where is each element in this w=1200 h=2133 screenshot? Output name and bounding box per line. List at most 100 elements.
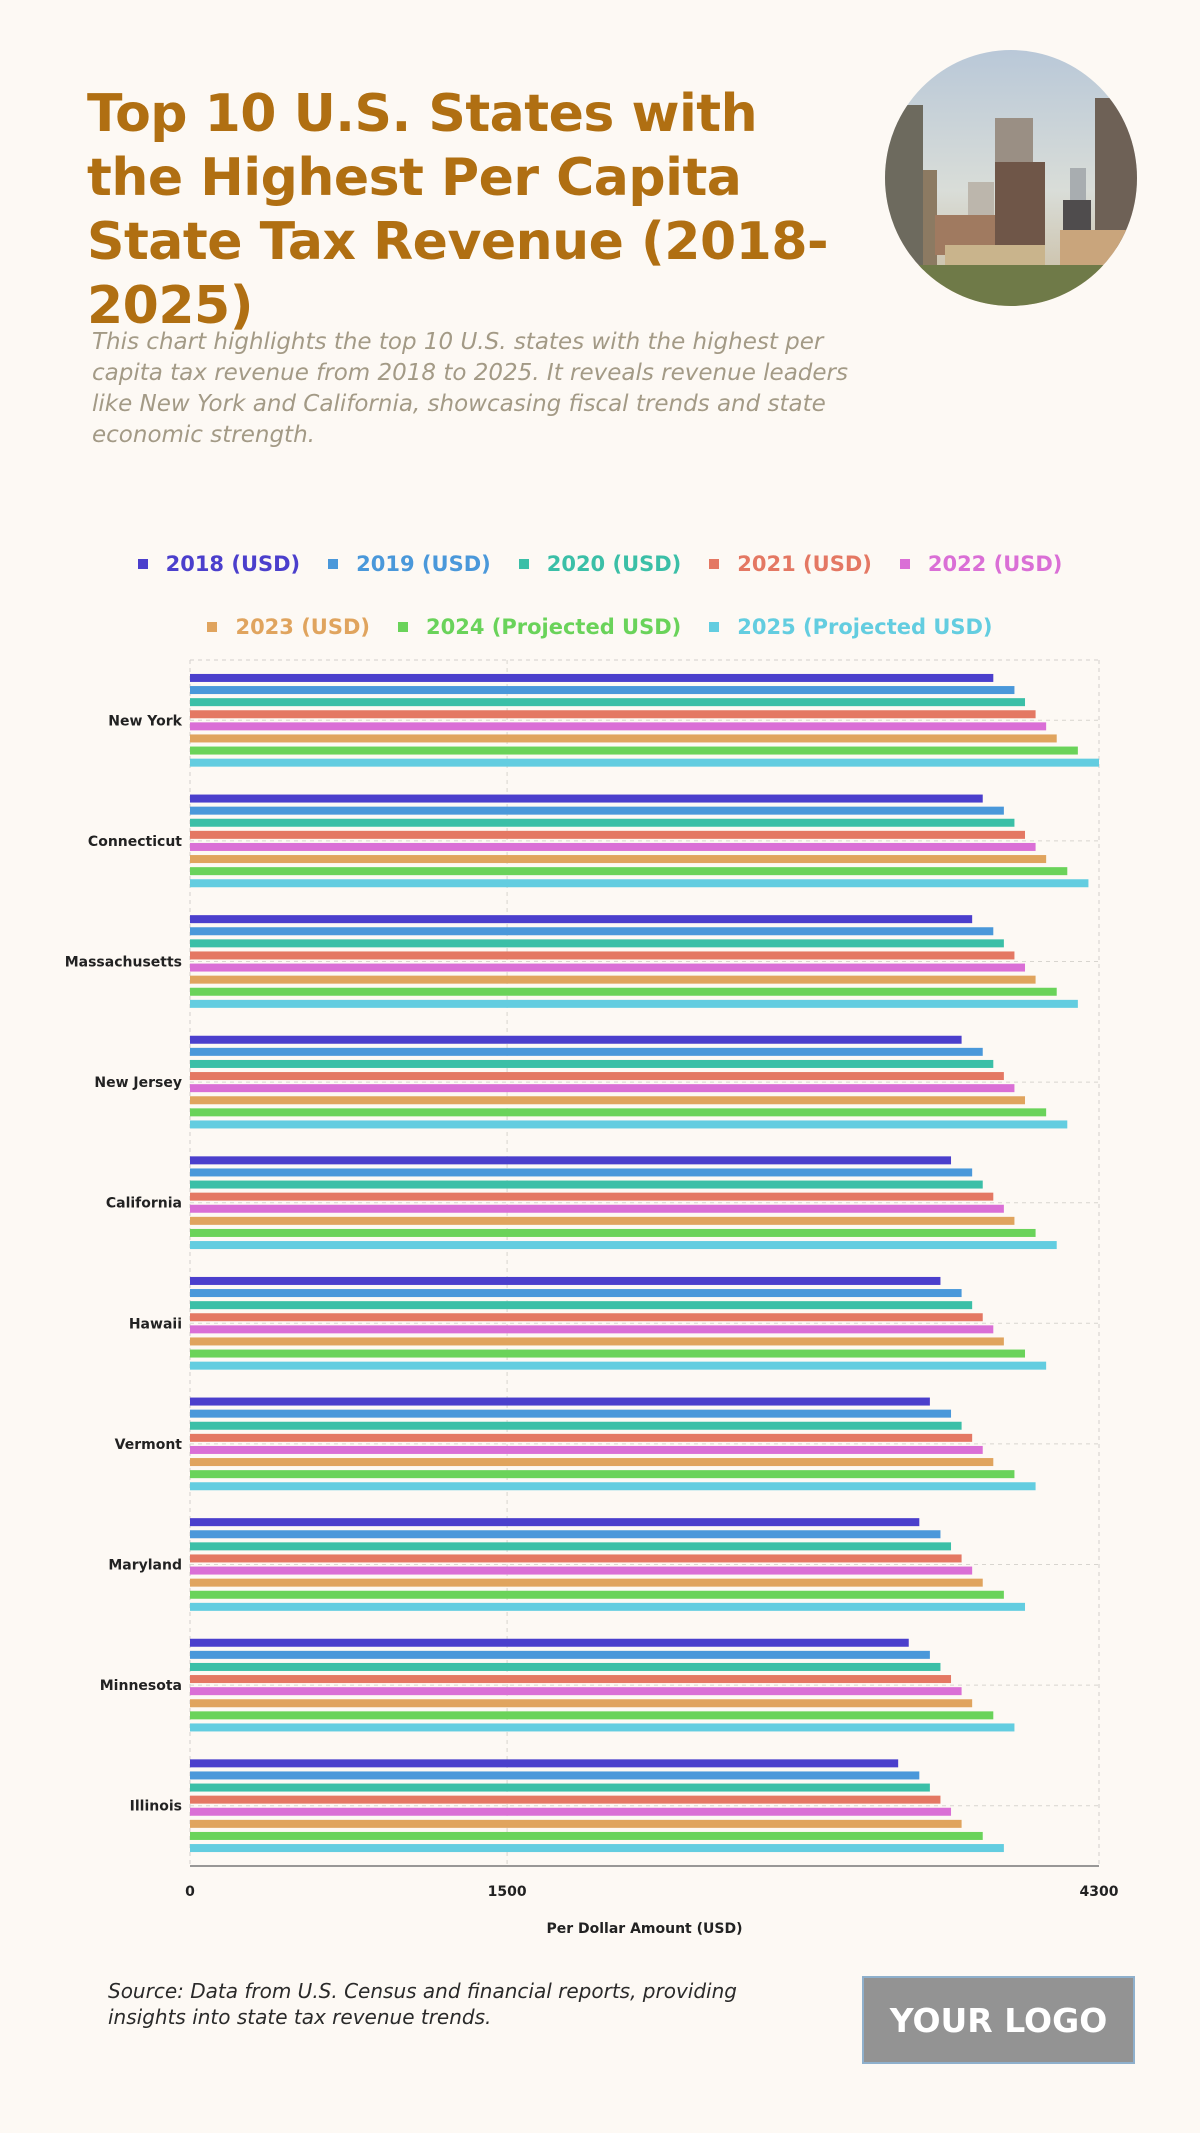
bar[interactable] bbox=[190, 1313, 983, 1322]
bar[interactable] bbox=[190, 746, 1078, 755]
bar[interactable] bbox=[190, 1096, 1026, 1105]
bar[interactable] bbox=[190, 1482, 1036, 1491]
bar[interactable] bbox=[190, 1108, 1047, 1117]
bar[interactable] bbox=[190, 698, 1026, 707]
bar[interactable] bbox=[190, 734, 1057, 743]
bar[interactable] bbox=[190, 963, 1026, 972]
bar[interactable] bbox=[190, 1687, 962, 1696]
bar[interactable] bbox=[190, 987, 1057, 996]
bar[interactable] bbox=[190, 1035, 962, 1044]
bar[interactable] bbox=[190, 710, 1036, 719]
bar[interactable] bbox=[190, 1421, 962, 1430]
bar[interactable] bbox=[190, 1241, 1057, 1250]
legend-item[interactable]: 2021 (USD) bbox=[709, 552, 872, 576]
bar[interactable] bbox=[190, 818, 1015, 827]
bar[interactable] bbox=[190, 999, 1078, 1008]
bar[interactable] bbox=[190, 722, 1047, 731]
logo-placeholder: YOUR LOGO bbox=[862, 1976, 1135, 2064]
bar[interactable] bbox=[190, 1180, 983, 1189]
bar[interactable] bbox=[190, 1072, 1004, 1081]
bar[interactable] bbox=[190, 1289, 962, 1298]
bar[interactable] bbox=[190, 1831, 983, 1840]
bar[interactable] bbox=[190, 975, 1036, 984]
category-label: Vermont bbox=[115, 1437, 183, 1453]
bar[interactable] bbox=[190, 673, 994, 682]
bar[interactable] bbox=[190, 1276, 941, 1285]
bar[interactable] bbox=[190, 1084, 1015, 1093]
bar[interactable] bbox=[190, 1844, 1004, 1853]
bar[interactable] bbox=[190, 939, 1004, 948]
bar[interactable] bbox=[190, 1047, 983, 1056]
bar[interactable] bbox=[190, 1301, 973, 1310]
bar[interactable] bbox=[190, 1361, 1047, 1370]
bar[interactable] bbox=[190, 1795, 941, 1804]
bar[interactable] bbox=[190, 1807, 952, 1816]
bar[interactable] bbox=[190, 842, 1036, 851]
bar[interactable] bbox=[190, 758, 1099, 767]
legend-item[interactable]: 2022 (USD) bbox=[899, 552, 1062, 576]
legend-swatch-icon bbox=[398, 622, 409, 632]
bar[interactable] bbox=[190, 1518, 920, 1527]
bar[interactable] bbox=[190, 1059, 994, 1068]
bar[interactable] bbox=[190, 1578, 983, 1587]
legend-swatch-icon bbox=[207, 622, 218, 632]
bar[interactable] bbox=[190, 1783, 930, 1792]
bar[interactable] bbox=[190, 1458, 994, 1467]
bar[interactable] bbox=[190, 1711, 994, 1720]
legend-label: 2024 (Projected USD) bbox=[426, 615, 682, 639]
bar[interactable] bbox=[190, 1156, 952, 1165]
bar[interactable] bbox=[190, 1445, 983, 1454]
bar[interactable] bbox=[190, 1759, 899, 1768]
bar[interactable] bbox=[190, 1228, 1036, 1237]
bar[interactable] bbox=[190, 867, 1068, 876]
bar[interactable] bbox=[190, 1409, 952, 1418]
legend-item[interactable]: 2018 (USD) bbox=[137, 552, 301, 576]
bar[interactable] bbox=[190, 830, 1026, 839]
legend-label: 2018 (USD) bbox=[165, 552, 301, 576]
bar[interactable] bbox=[190, 1638, 909, 1647]
bar[interactable] bbox=[190, 1771, 920, 1780]
bar[interactable] bbox=[190, 686, 1015, 695]
bar[interactable] bbox=[190, 1216, 1015, 1225]
bar[interactable] bbox=[190, 1168, 973, 1177]
bar[interactable] bbox=[190, 1566, 973, 1575]
bar[interactable] bbox=[190, 855, 1047, 864]
bar[interactable] bbox=[190, 1349, 1026, 1358]
bar[interactable] bbox=[190, 1819, 962, 1828]
bar[interactable] bbox=[190, 1554, 962, 1563]
bar[interactable] bbox=[190, 879, 1089, 888]
bar[interactable] bbox=[190, 1530, 941, 1539]
bar[interactable] bbox=[190, 1120, 1068, 1129]
category-label: Illinois bbox=[130, 1799, 182, 1815]
bar[interactable] bbox=[190, 951, 1015, 960]
legend-item[interactable]: 2020 (USD) bbox=[518, 552, 681, 576]
bar[interactable] bbox=[190, 1699, 973, 1708]
category-label: Connecticut bbox=[88, 834, 182, 850]
category-label: Massachusetts bbox=[65, 955, 182, 971]
bar[interactable] bbox=[190, 794, 983, 803]
legend-swatch-icon bbox=[137, 559, 148, 569]
bar[interactable] bbox=[190, 927, 994, 936]
bar[interactable] bbox=[190, 1204, 1004, 1213]
bar[interactable] bbox=[190, 1433, 973, 1442]
legend-item[interactable]: 2019 (USD) bbox=[328, 552, 491, 576]
legend-item[interactable]: 2023 (USD) bbox=[207, 615, 370, 639]
bar[interactable] bbox=[190, 806, 1004, 815]
legend-swatch-icon bbox=[709, 622, 720, 632]
bar[interactable] bbox=[190, 1397, 930, 1406]
bar[interactable] bbox=[190, 1650, 930, 1659]
bar[interactable] bbox=[190, 1325, 994, 1334]
bar[interactable] bbox=[190, 1192, 994, 1201]
bar[interactable] bbox=[190, 1602, 1026, 1611]
bar[interactable] bbox=[190, 915, 973, 924]
bar[interactable] bbox=[190, 1337, 1004, 1346]
legend-swatch-icon bbox=[518, 559, 529, 569]
bar[interactable] bbox=[190, 1662, 941, 1671]
bar[interactable] bbox=[190, 1470, 1015, 1479]
legend-item[interactable]: 2025 (Projected USD) bbox=[709, 615, 993, 639]
bar[interactable] bbox=[190, 1723, 1015, 1732]
bar[interactable] bbox=[190, 1590, 1004, 1599]
legend-item[interactable]: 2024 (Projected USD) bbox=[398, 615, 681, 639]
bar[interactable] bbox=[190, 1675, 952, 1684]
bar[interactable] bbox=[190, 1542, 952, 1551]
